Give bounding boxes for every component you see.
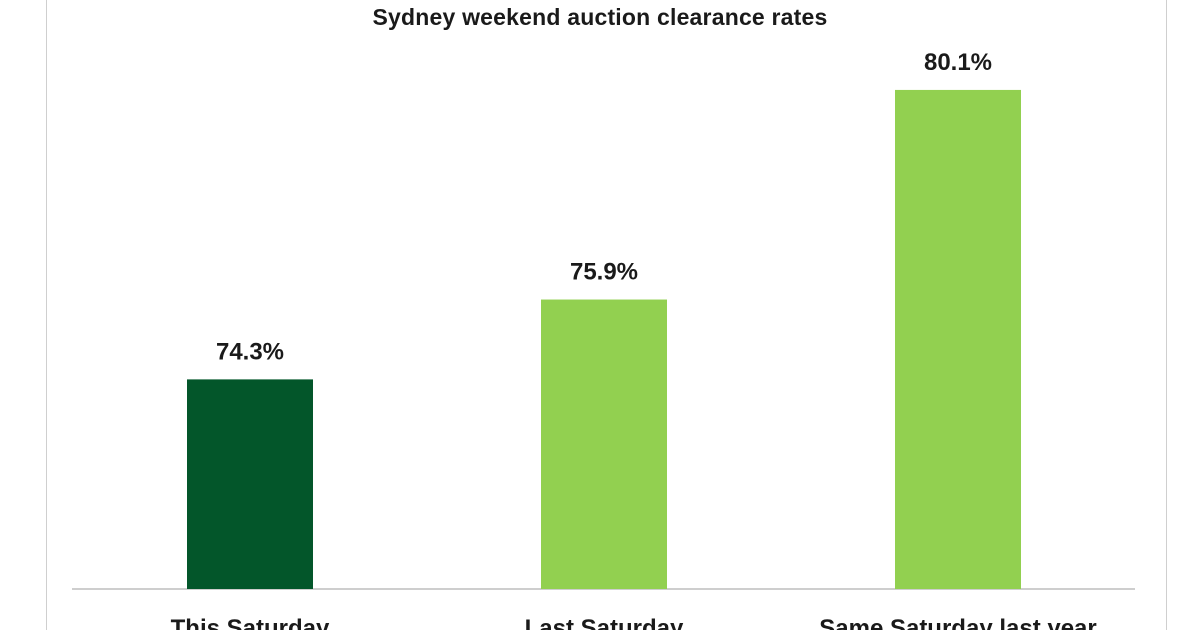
category-label-2: Last Saturday — [525, 615, 684, 630]
category-label-1: This Saturday — [171, 615, 330, 630]
chart-frame-right-border — [1166, 0, 1167, 630]
chart-frame-left-border — [46, 0, 47, 630]
data-label-3: 80.1% — [924, 49, 992, 76]
category-label-3: Same Saturday last year — [819, 615, 1097, 630]
chart-title: Sydney weekend auction clearance rates — [372, 4, 828, 30]
data-label-2: 75.9% — [570, 259, 638, 286]
bar-1 — [187, 379, 313, 589]
bar-2 — [541, 299, 667, 589]
data-label-1: 74.3% — [216, 338, 284, 365]
bar-3 — [895, 89, 1021, 589]
